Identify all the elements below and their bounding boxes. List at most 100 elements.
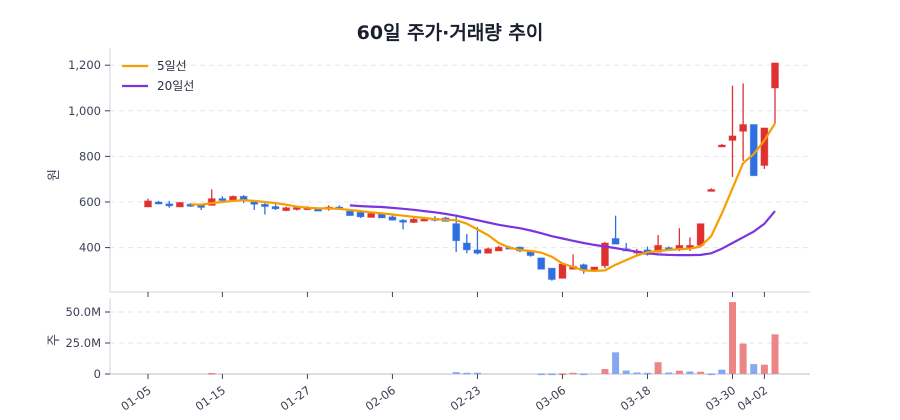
- candle-body: [558, 263, 567, 279]
- candle-up: [654, 235, 663, 253]
- candle-up: [771, 62, 779, 124]
- volume-bar-down: [665, 372, 673, 375]
- volume-bar-up: [601, 369, 609, 374]
- price-axis-title: 원: [47, 169, 62, 181]
- y-tick-label: 0: [94, 367, 101, 381]
- candle-body: [739, 123, 748, 132]
- candle-up: [494, 245, 503, 252]
- volume-bar-up: [728, 302, 736, 374]
- candle-down: [611, 215, 620, 245]
- volume-bar-up: [569, 372, 577, 375]
- candle-down: [260, 203, 269, 215]
- volume-bar-down: [750, 364, 758, 374]
- volume-bar-down: [548, 373, 556, 376]
- candle-body: [367, 212, 376, 219]
- candle-up: [760, 127, 769, 169]
- ma5-line: [190, 122, 776, 272]
- x-axis: 01-05 01-15 01-27 02-06 02-23 03-06 03-18 03-30…: [118, 292, 770, 414]
- volume-bar-down: [580, 373, 588, 376]
- candle-up: [175, 201, 184, 208]
- volume-bar-up: [675, 370, 683, 374]
- candle-body: [707, 188, 716, 192]
- candle-up: [707, 188, 716, 192]
- volume-bar-down: [463, 372, 471, 375]
- legend-item: 5일선: [122, 59, 187, 73]
- candle-body: [494, 246, 503, 252]
- legend-label: 5일선: [157, 59, 187, 73]
- legend-label: 20일선: [157, 79, 194, 93]
- candle-body: [462, 242, 471, 251]
- volume-bar-down: [686, 371, 694, 374]
- price-y-axis: 400 600 800 1,000 1,200 원: [47, 48, 810, 293]
- candle-body: [282, 207, 291, 212]
- volume-bar-up: [208, 373, 216, 375]
- x-tick-label: 04-02: [735, 383, 770, 414]
- candle-body: [144, 200, 152, 208]
- volume-bar-down: [718, 369, 726, 374]
- volume-bar-down: [622, 370, 630, 374]
- y-tick-label: 400: [79, 241, 101, 255]
- y-tick-label: 25.0M: [65, 336, 101, 350]
- x-tick-label: 03-06: [533, 383, 568, 414]
- x-tick-label: 01-27: [278, 383, 313, 414]
- candle-body: [175, 201, 184, 208]
- candle-body: [229, 195, 238, 201]
- volume-bar-down: [473, 372, 481, 375]
- candle-body: [771, 62, 779, 89]
- legend-item: 20일선: [122, 79, 194, 93]
- candle-body: [345, 210, 354, 217]
- candle-body: [654, 244, 663, 253]
- candle-down: [462, 233, 471, 254]
- price-grid: [110, 64, 810, 249]
- volume-bar-up: [654, 362, 662, 374]
- candle-body: [356, 211, 365, 218]
- candle-body: [484, 248, 493, 254]
- candle-body: [760, 127, 769, 167]
- candle-down: [388, 215, 397, 221]
- x-tick-label: 02-23: [448, 383, 483, 414]
- candle-body: [250, 201, 259, 205]
- moving-average-lines: [190, 122, 776, 272]
- candle-down: [399, 219, 408, 230]
- candle-up: [144, 198, 152, 208]
- volume-bar-down: [633, 372, 641, 375]
- candle-body: [547, 267, 556, 281]
- candle-body: [271, 206, 280, 210]
- volume-bar-down: [452, 372, 460, 374]
- candle-body: [409, 218, 418, 224]
- candlestick-series: [144, 62, 779, 281]
- candle-up: [484, 247, 493, 254]
- volume-bar-down: [643, 372, 651, 375]
- y-tick-label: 1,000: [68, 104, 101, 118]
- y-tick-label: 1,200: [68, 58, 101, 72]
- volume-bar-up: [771, 334, 779, 374]
- candle-body: [473, 249, 482, 254]
- candle-down: [271, 204, 280, 210]
- candle-down: [356, 211, 365, 218]
- volume-bar-down: [612, 352, 620, 374]
- x-tick-label: 03-18: [618, 383, 653, 414]
- candle-body: [537, 257, 546, 270]
- candle-body: [388, 216, 397, 221]
- candle-up: [409, 217, 418, 224]
- volume-y-axis: 0 25.0M 50.0M 주: [47, 298, 810, 381]
- candle-body: [452, 223, 461, 242]
- x-tick-label: 01-05: [118, 383, 153, 414]
- candle-body: [600, 242, 609, 267]
- candle-down: [218, 196, 227, 202]
- candle-body: [728, 135, 737, 141]
- y-tick-label: 800: [79, 149, 101, 163]
- candle-body: [218, 198, 227, 202]
- candle-body: [165, 203, 174, 207]
- volume-bar-up: [697, 371, 705, 374]
- candle-body: [154, 201, 163, 205]
- candle-body: [260, 203, 269, 208]
- volume-bars: [208, 302, 779, 376]
- y-tick-label: 50.0M: [65, 305, 101, 319]
- candle-up: [728, 85, 737, 177]
- candle-down: [154, 200, 163, 205]
- candle-down: [473, 227, 482, 255]
- y-tick-label: 600: [79, 195, 101, 209]
- candle-body: [399, 219, 408, 223]
